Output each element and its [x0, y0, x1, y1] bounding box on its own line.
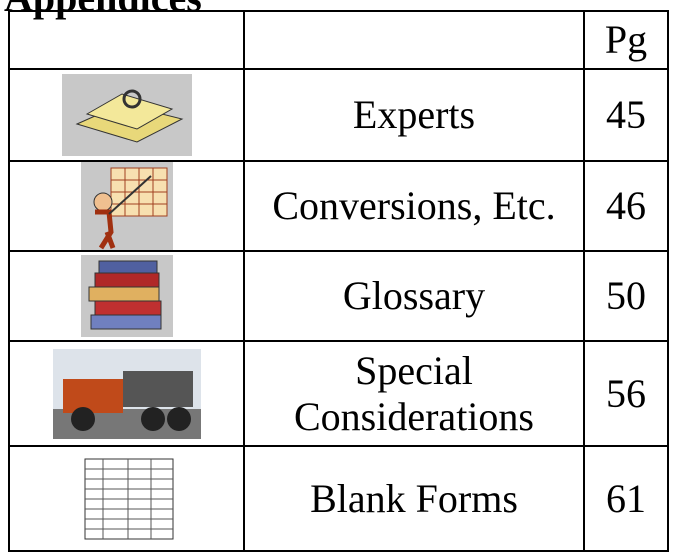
icon-cell — [8, 340, 245, 447]
icon-cell — [8, 250, 245, 342]
icon-cell — [8, 160, 245, 252]
icon-chart — [80, 162, 173, 250]
page-cell: 46 — [583, 160, 669, 252]
icon-book — [61, 74, 192, 156]
row: Glossary 50 — [8, 250, 669, 342]
title-cell: Special Considerations — [243, 340, 585, 447]
header-cell — [243, 10, 585, 70]
page-cell: 56 — [583, 340, 669, 447]
page-cell: 50 — [583, 250, 669, 342]
icon-form — [72, 448, 181, 549]
row: Special Considerations 56 — [8, 340, 669, 447]
title-cell: Conversions, Etc. — [243, 160, 585, 252]
appendix-table: Pg Experts 45 Conversions, Etc. 46 Gloss… — [8, 10, 669, 552]
icon-cell — [8, 445, 245, 552]
icon-truck — [52, 348, 201, 439]
row: Blank Forms 61 — [8, 445, 669, 552]
header-row: Pg — [8, 10, 669, 70]
title-cell: Experts — [243, 68, 585, 162]
page-cell: 45 — [583, 68, 669, 162]
header-cell: Pg — [583, 10, 669, 70]
row: Experts 45 — [8, 68, 669, 162]
page-cell: 61 — [583, 445, 669, 552]
title-cell: Glossary — [243, 250, 585, 342]
icon-books — [80, 255, 173, 337]
row: Conversions, Etc. 46 — [8, 160, 669, 252]
icon-cell — [8, 68, 245, 162]
title-cell: Blank Forms — [243, 445, 585, 552]
header-cell — [8, 10, 245, 70]
